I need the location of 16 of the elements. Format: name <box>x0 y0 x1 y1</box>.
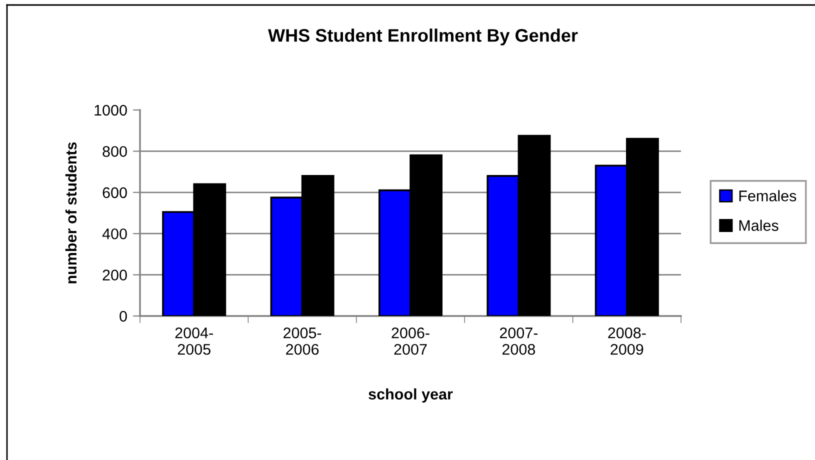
chart-title: WHS Student Enrollment By Gender <box>268 28 578 46</box>
y-tick-label: 600 <box>102 187 127 198</box>
y-tick-label: 0 <box>120 310 127 322</box>
y-axis-title: number of students <box>65 142 77 284</box>
y-tick-label: 800 <box>102 146 127 157</box>
y-tick-label: 1000 <box>94 104 127 116</box>
x-tick-label: 2008-2009 <box>608 328 646 355</box>
y-tick-label: 200 <box>102 270 127 280</box>
y-tick-label: 400 <box>102 228 127 240</box>
legend-label: Males <box>739 220 778 231</box>
x-tick-label: 2007-2008 <box>500 328 538 355</box>
x-tick-label: 2004-2005 <box>175 328 213 355</box>
legend-label: Females <box>739 190 796 202</box>
x-tick-label: 2005-2006 <box>284 328 322 355</box>
x-tick-label: 2006-2007 <box>392 328 430 355</box>
x-axis-title: school year <box>368 388 453 403</box>
